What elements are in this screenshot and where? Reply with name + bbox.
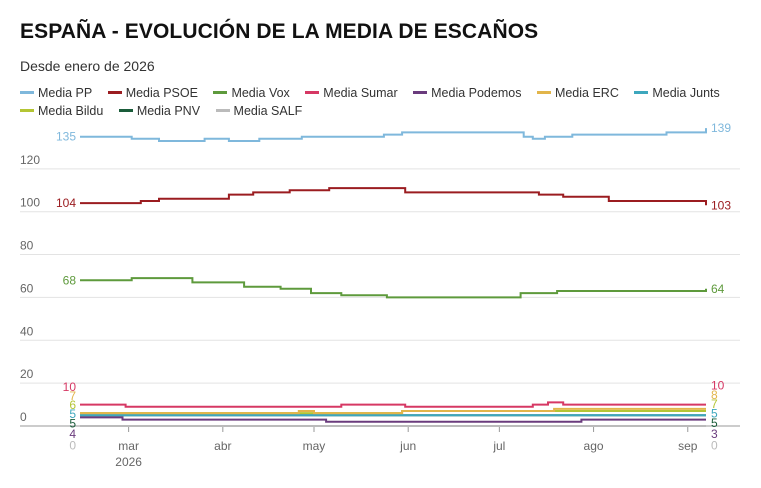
end-label-media-pnv: 5	[711, 416, 718, 430]
y-tick-label: 120	[20, 153, 40, 167]
legend-item-media-bildu: Media Bildu	[20, 104, 103, 118]
legend: Media PP Media PSOE Media Vox Media Suma…	[20, 84, 740, 120]
end-label-media-psoe: 103	[711, 198, 731, 212]
legend-item-media-junts: Media Junts	[634, 86, 720, 100]
legend-label: Media PSOE	[125, 86, 198, 100]
x-tick-label: mar	[118, 439, 139, 453]
legend-label: Media Junts	[652, 86, 720, 100]
end-label-media-vox: 64	[711, 282, 725, 296]
series-line-media-vox	[80, 277, 707, 299]
x-tick-label: ago	[584, 439, 604, 453]
series-lines	[80, 128, 707, 427]
y-tick-label: 40	[20, 324, 34, 338]
start-label-media-erc: 7	[69, 389, 76, 403]
x-tick-label: jun	[399, 439, 416, 453]
legend-item-media-erc: Media ERC	[536, 86, 619, 100]
series-line-media-psoe	[80, 187, 707, 206]
legend-item-media-vox: Media Vox	[213, 86, 290, 100]
legend-swatch	[107, 91, 122, 95]
legend-swatch	[20, 91, 34, 95]
y-axis: 0 20 40 60 80 100 120	[20, 153, 40, 424]
series-line-media-erc	[80, 407, 706, 415]
start-label-media-sumar: 10	[63, 380, 77, 394]
legend-item-media-pp: Media PP	[20, 86, 92, 100]
legend-swatch	[118, 109, 133, 113]
end-label-media-junts: 5	[711, 406, 718, 420]
start-label-media-vox: 68	[63, 273, 77, 287]
x-tick-label: sep	[678, 439, 698, 453]
start-label-media-salf: 0	[69, 439, 76, 453]
legend-label: Media SALF	[233, 104, 303, 118]
y-tick-label: 20	[20, 367, 34, 381]
end-label-media-salf: 0	[711, 438, 718, 452]
end-label-media-erc: 8	[711, 388, 718, 402]
legend-label: Media Bildu	[38, 104, 104, 118]
legend-item-media-pnv: Media PNV	[118, 104, 201, 118]
start-label-media-pp: 135	[56, 130, 76, 144]
series-line-media-pp	[80, 128, 707, 142]
legend-swatch	[213, 91, 228, 95]
legend-swatch	[20, 109, 34, 113]
end-label-media-sumar: 10	[711, 379, 725, 393]
legend-label: Media Podemos	[431, 86, 522, 100]
start-label-media-bildu: 6	[69, 398, 76, 412]
y-tick-label: 0	[20, 410, 27, 424]
legend-swatch	[536, 91, 551, 95]
legend-label: Media PP	[38, 86, 93, 100]
legend-item-media-salf: Media SALF	[215, 104, 303, 118]
legend-item-media-podemos: Media Podemos	[413, 86, 521, 100]
x-axis: mar 2026 abr may jun jul ago sep	[115, 426, 698, 469]
x-tick-label: jul	[492, 439, 505, 453]
legend-label: Media ERC	[554, 86, 619, 100]
series-line-media-podemos	[80, 416, 706, 423]
legend-label: Media Vox	[231, 86, 290, 100]
legend-item-media-psoe: Media PSOE	[107, 86, 198, 100]
legend-swatch	[305, 91, 320, 95]
x-tick-sublabel: 2026	[115, 455, 142, 469]
y-tick-label: 60	[20, 281, 34, 295]
series-line-media-sumar	[80, 401, 706, 408]
end-label-media-bildu: 7	[711, 397, 718, 411]
legend-label: Media PNV	[136, 104, 201, 118]
end-label-media-podemos: 3	[711, 427, 718, 441]
grid-lines	[20, 168, 740, 427]
x-tick-label: abr	[214, 439, 231, 453]
chart-subtitle: Desde enero de 2026	[20, 58, 155, 74]
y-tick-label: 100	[20, 196, 40, 210]
start-label-media-pnv: 5	[69, 417, 76, 431]
legend-item-media-sumar: Media Sumar	[305, 86, 398, 100]
legend-label: Media Sumar	[323, 86, 398, 100]
end-label-media-pp: 139	[711, 121, 731, 135]
x-tick-label: may	[303, 439, 326, 453]
start-label-media-psoe: 104	[56, 196, 76, 210]
legend-swatch	[634, 91, 649, 95]
start-label-media-podemos: 4	[69, 427, 76, 441]
y-tick-label: 80	[20, 239, 34, 253]
start-label-media-junts: 5	[69, 407, 76, 421]
chart-title: ESPAÑA - EVOLUCIÓN DE LA MEDIA DE ESCAÑO…	[20, 20, 539, 43]
legend-swatch	[215, 109, 230, 113]
legend-swatch	[413, 91, 428, 95]
